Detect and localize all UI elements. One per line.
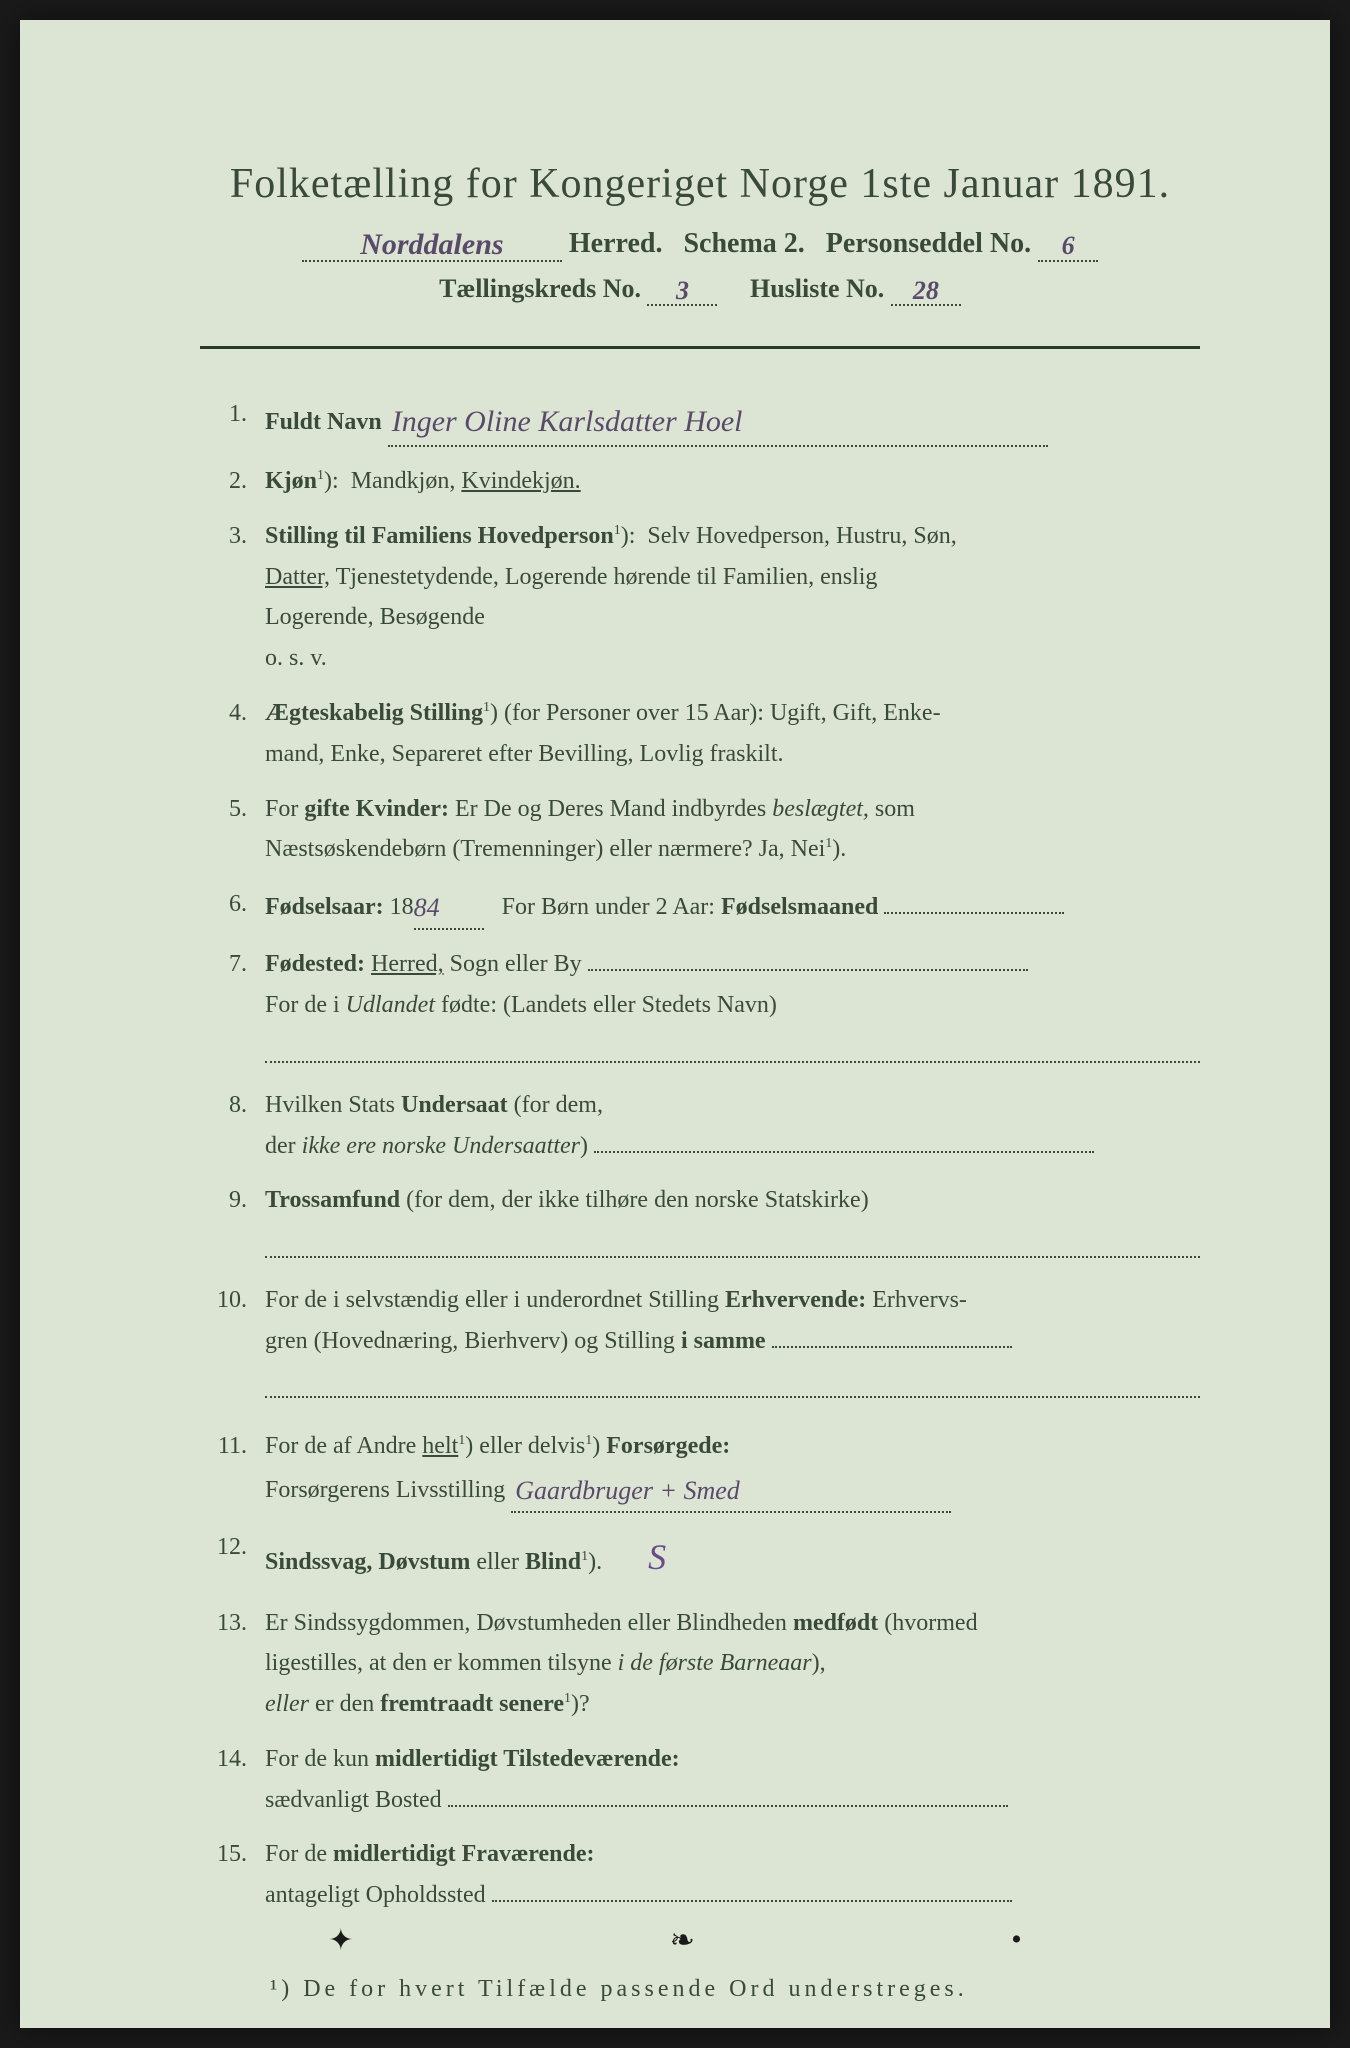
husliste-no: 28 [913, 276, 939, 305]
taellingskreds-no: 3 [676, 276, 689, 305]
footnote: ¹) De for hvert Tilfælde passende Ord un… [200, 1976, 1200, 2003]
row-13: 13. Er Sindssygdommen, Døvstumheden elle… [210, 1603, 1200, 1725]
taellingskreds-label: Tællingskreds No. [439, 274, 641, 303]
row-4: 4. Ægteskabelig Stilling1) (for Personer… [210, 693, 1200, 775]
header-line-2: Tællingskreds No. 3 Husliste No. 28 [200, 274, 1200, 306]
birth-year: 84 [414, 893, 440, 922]
row-10: 10. For de i selvstændig eller i underor… [210, 1280, 1200, 1406]
full-name-value: Inger Oline Karlsdatter Hoel [392, 405, 743, 438]
row-5: 5. For gifte Kvinder: Er De og Deres Man… [210, 789, 1200, 871]
personseddel-no: 6 [1062, 231, 1075, 260]
schema-label: Schema 2. [683, 228, 804, 259]
census-form-page: Folketælling for Kongeriget Norge 1ste J… [20, 20, 1330, 2028]
provider-occupation: Gaardbruger + Smed [515, 1476, 740, 1505]
row-12: 12. Sindssvag, Døvstum eller Blind1). S [210, 1527, 1200, 1588]
row-8: 8. Hvilken Stats Undersaat (for dem, der… [210, 1085, 1200, 1167]
form-title: Folketælling for Kongeriget Norge 1ste J… [200, 160, 1200, 208]
row-9: 9. Trossamfund (for dem, der ikke tilhør… [210, 1180, 1200, 1266]
header-line-1: Norddalens Herred. Schema 2. Personsedde… [200, 226, 1200, 262]
personseddel-label: Personseddel No. [826, 228, 1031, 259]
form-body: 1. Fuldt Navn Inger Oline Karlsdatter Ho… [200, 394, 1200, 1916]
husliste-label: Husliste No. [750, 274, 884, 303]
row-3: 3. Stilling til Familiens Hovedperson1):… [210, 516, 1200, 679]
row-14: 14. For de kun midlertidigt Tilstedevære… [210, 1739, 1200, 1821]
herred-label: Herred. [569, 228, 663, 259]
mark-right: • [1011, 1923, 1022, 1958]
row-11: 11. For de af Andre helt1) eller delvis1… [210, 1426, 1200, 1513]
page-marks: ✦ ❧ • [20, 1923, 1330, 1958]
mark-left: ✦ [328, 1923, 353, 1958]
row-1: 1. Fuldt Navn Inger Oline Karlsdatter Ho… [210, 394, 1200, 447]
row-2: 2. Kjøn1): Mandkjøn, Kvindekjøn. [210, 461, 1200, 502]
header-divider [200, 346, 1200, 349]
mark-center: ❧ [670, 1923, 695, 1958]
row-7: 7. Fødested: Herred, Sogn eller By For d… [210, 944, 1200, 1070]
form-header: Folketælling for Kongeriget Norge 1ste J… [200, 160, 1200, 306]
row-6: 6. Fødselsaar: 1884 For Børn under 2 Aar… [210, 884, 1200, 930]
s-annotation: S [648, 1537, 666, 1577]
row-15: 15. For de midlertidigt Fraværende: anta… [210, 1834, 1200, 1916]
herred-value: Norddalens [360, 228, 503, 261]
